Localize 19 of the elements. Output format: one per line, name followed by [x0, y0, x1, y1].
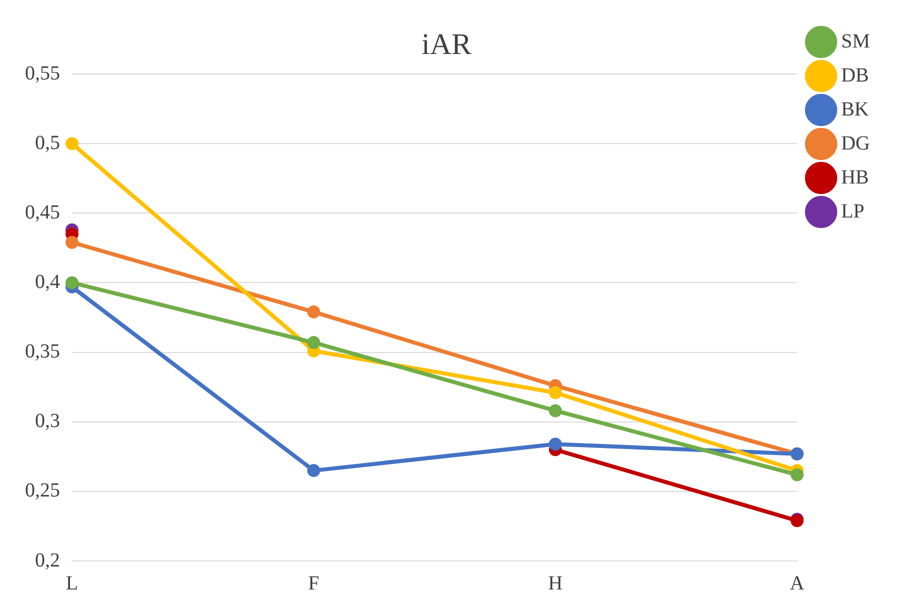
y-tick-label: 0,45	[25, 201, 60, 224]
y-tick-label: 0,5	[35, 132, 60, 154]
y-tick-label: 0,35	[25, 340, 60, 363]
y-tick-label: 0,4	[35, 270, 60, 293]
chart-title: iAR	[421, 28, 472, 61]
x-tick-label: A	[790, 572, 805, 594]
legend-label: DB	[841, 64, 869, 86]
y-tick-label: 0,2	[35, 549, 60, 572]
y-tick-label: 0,55	[25, 62, 60, 84]
y-tick-label: 0,3	[35, 410, 60, 432]
legend-label: SM	[841, 30, 870, 52]
x-tick-label: F	[308, 572, 320, 594]
y-tick-label: 0,25	[25, 480, 60, 502]
legend-label: BK	[841, 98, 870, 120]
x-tick-label: L	[66, 572, 78, 594]
legend-label: HB	[841, 166, 869, 188]
legend-label: DG	[841, 132, 870, 154]
x-tick-label: H	[548, 572, 563, 594]
legend-label: LP	[841, 200, 864, 222]
